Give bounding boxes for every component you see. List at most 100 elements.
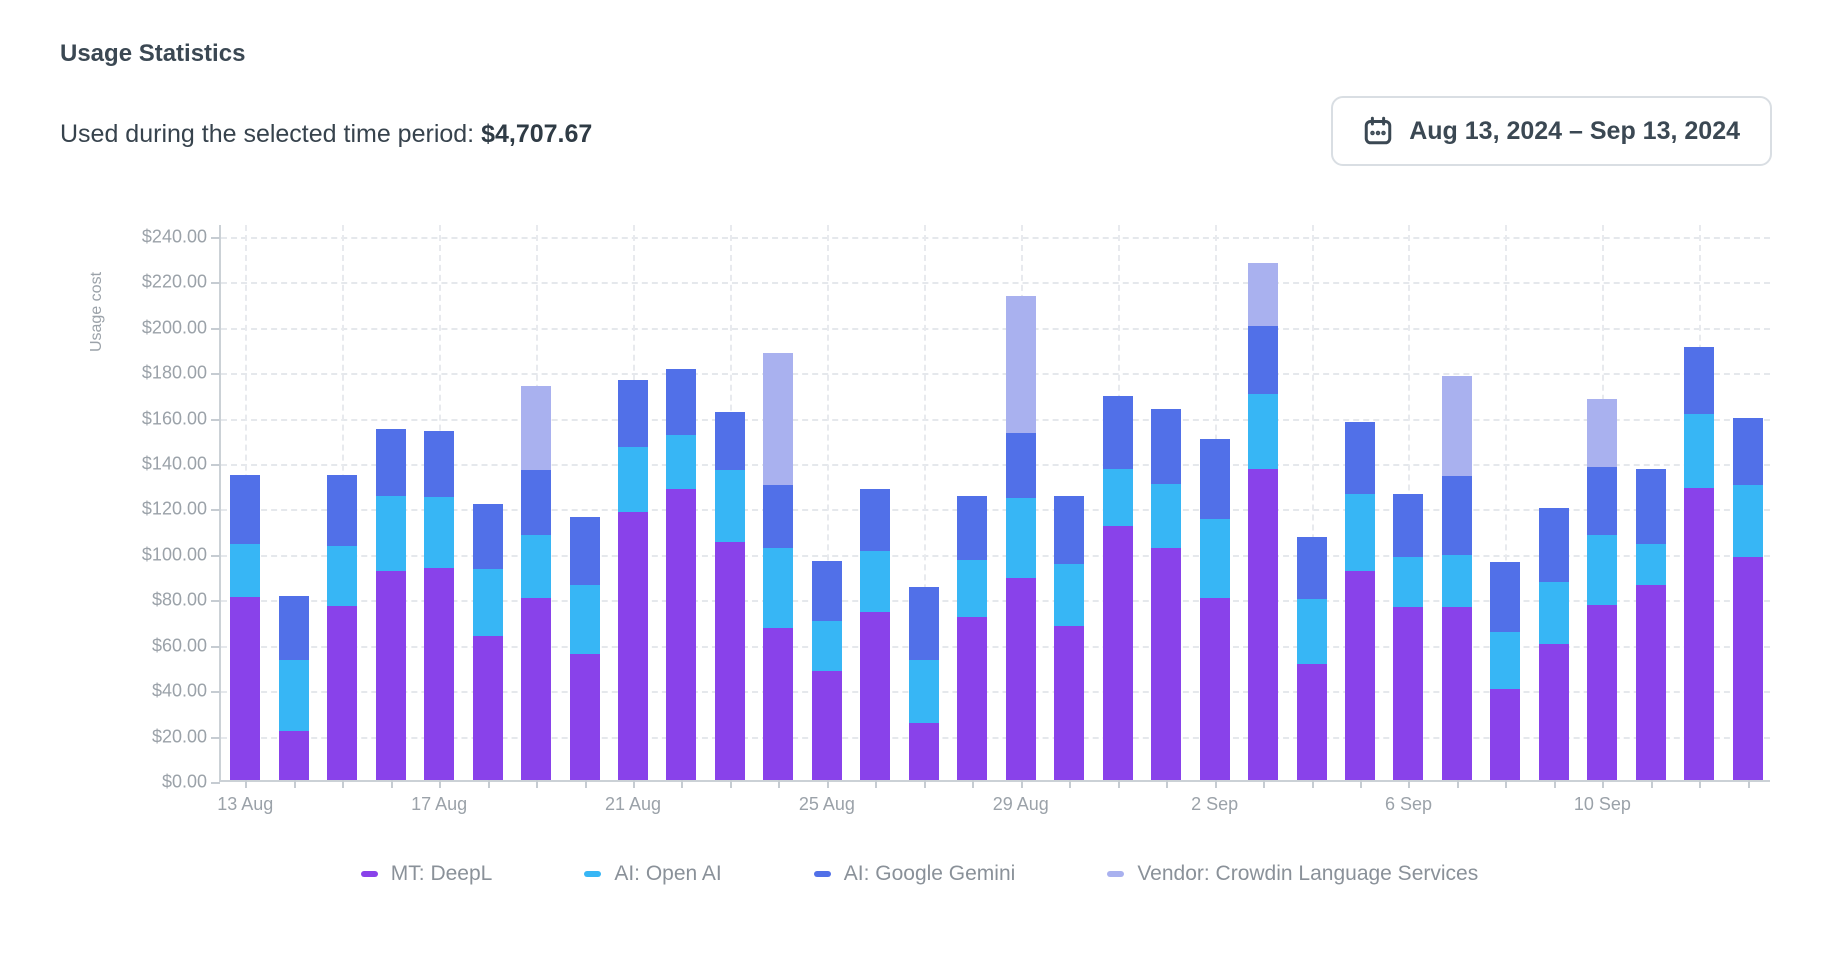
bar-segment[interactable]	[1248, 393, 1279, 469]
bar-19-aug[interactable]	[521, 386, 552, 780]
bar-8-sep[interactable]	[1490, 562, 1521, 780]
bar-segment[interactable]	[908, 586, 939, 660]
bar-segment[interactable]	[1151, 408, 1182, 484]
bar-segment[interactable]	[1005, 577, 1036, 780]
bar-segment[interactable]	[278, 659, 309, 732]
legend-item[interactable]: AI: Google Gemini	[813, 862, 1015, 886]
bar-segment[interactable]	[811, 621, 842, 671]
bar-segment[interactable]	[1151, 548, 1182, 780]
bar-10-sep[interactable]	[1587, 398, 1618, 780]
bar-segment[interactable]	[811, 671, 842, 780]
bar-segment[interactable]	[327, 546, 358, 607]
bar-4-sep[interactable]	[1296, 537, 1327, 780]
bar-segment[interactable]	[1587, 466, 1618, 535]
bar-segment[interactable]	[1490, 562, 1521, 633]
bar-segment[interactable]	[1538, 643, 1569, 780]
bar-2-sep[interactable]	[1199, 439, 1230, 780]
bar-segment[interactable]	[424, 567, 455, 780]
bar-segment[interactable]	[1684, 414, 1715, 489]
bar-segment[interactable]	[1199, 518, 1230, 599]
bar-segment[interactable]	[230, 543, 261, 598]
bar-7-sep[interactable]	[1441, 375, 1472, 780]
bar-segment[interactable]	[1102, 468, 1133, 526]
bar-segment[interactable]	[714, 541, 745, 780]
bar-segment[interactable]	[1732, 417, 1763, 485]
bar-segment[interactable]	[1490, 632, 1521, 690]
bar-segment[interactable]	[521, 534, 552, 599]
bar-segment[interactable]	[1054, 625, 1085, 780]
bar-segment[interactable]	[860, 611, 891, 780]
bar-segment[interactable]	[1393, 557, 1424, 608]
bar-segment[interactable]	[860, 550, 891, 612]
bar-segment[interactable]	[1393, 493, 1424, 558]
bar-segment[interactable]	[1635, 468, 1666, 544]
bar-22-aug[interactable]	[666, 368, 697, 780]
bar-segment[interactable]	[763, 627, 794, 780]
bar-segment[interactable]	[1732, 484, 1763, 558]
bar-segment[interactable]	[1296, 599, 1327, 665]
bar-segment[interactable]	[1587, 534, 1618, 606]
bar-segment[interactable]	[908, 723, 939, 780]
bar-segment[interactable]	[1005, 296, 1036, 433]
bar-segment[interactable]	[1345, 571, 1376, 780]
bar-segment[interactable]	[1345, 493, 1376, 572]
bar-17-aug[interactable]	[424, 431, 455, 780]
bar-13-aug[interactable]	[230, 474, 261, 780]
bar-segment[interactable]	[1005, 432, 1036, 499]
bar-segment[interactable]	[521, 386, 552, 471]
bar-segment[interactable]	[424, 497, 455, 568]
bar-segment[interactable]	[1248, 263, 1279, 326]
bar-segment[interactable]	[1587, 605, 1618, 780]
bar-segment[interactable]	[1441, 475, 1472, 556]
bar-20-aug[interactable]	[569, 516, 600, 780]
bar-segment[interactable]	[1345, 422, 1376, 494]
bar-segment[interactable]	[763, 548, 794, 628]
bar-18-aug[interactable]	[472, 504, 503, 780]
bar-27-aug[interactable]	[908, 586, 939, 780]
bar-14-aug[interactable]	[278, 596, 309, 780]
bar-11-sep[interactable]	[1635, 468, 1666, 780]
bar-15-aug[interactable]	[327, 474, 358, 780]
bar-segment[interactable]	[860, 489, 891, 551]
bar-segment[interactable]	[1684, 347, 1715, 415]
bar-segment[interactable]	[327, 474, 358, 547]
bar-segment[interactable]	[521, 470, 552, 535]
bar-segment[interactable]	[617, 512, 648, 780]
legend-item[interactable]: MT: DeepL	[360, 862, 492, 886]
bar-25-aug[interactable]	[811, 560, 842, 780]
bar-segment[interactable]	[763, 484, 794, 549]
bar-segment[interactable]	[1296, 664, 1327, 780]
bar-segment[interactable]	[327, 606, 358, 780]
bar-16-aug[interactable]	[375, 429, 406, 780]
bar-segment[interactable]	[1635, 584, 1666, 780]
bar-29-aug[interactable]	[1005, 296, 1036, 780]
bar-1-sep[interactable]	[1151, 408, 1182, 780]
bar-9-sep[interactable]	[1538, 507, 1569, 780]
bar-segment[interactable]	[1441, 607, 1472, 780]
bar-segment[interactable]	[957, 496, 988, 560]
bar-segment[interactable]	[278, 731, 309, 780]
bar-segment[interactable]	[666, 489, 697, 780]
bar-segment[interactable]	[278, 596, 309, 660]
bar-segment[interactable]	[666, 434, 697, 490]
bar-segment[interactable]	[763, 353, 794, 485]
bar-segment[interactable]	[811, 560, 842, 622]
bar-segment[interactable]	[666, 368, 697, 435]
bar-segment[interactable]	[1587, 398, 1618, 467]
bar-segment[interactable]	[1248, 325, 1279, 394]
bar-segment[interactable]	[230, 597, 261, 780]
bar-26-aug[interactable]	[860, 489, 891, 780]
bar-segment[interactable]	[472, 504, 503, 569]
bar-segment[interactable]	[1199, 439, 1230, 519]
bar-segment[interactable]	[1441, 555, 1472, 608]
bar-23-aug[interactable]	[714, 412, 745, 780]
bar-segment[interactable]	[375, 429, 406, 497]
bar-31-aug[interactable]	[1102, 396, 1133, 780]
bar-segment[interactable]	[1102, 525, 1133, 780]
bar-segment[interactable]	[1490, 689, 1521, 780]
bar-segment[interactable]	[1199, 598, 1230, 780]
bar-segment[interactable]	[472, 568, 503, 636]
bar-24-aug[interactable]	[763, 353, 794, 780]
bar-28-aug[interactable]	[957, 496, 988, 780]
bar-segment[interactable]	[908, 659, 939, 724]
